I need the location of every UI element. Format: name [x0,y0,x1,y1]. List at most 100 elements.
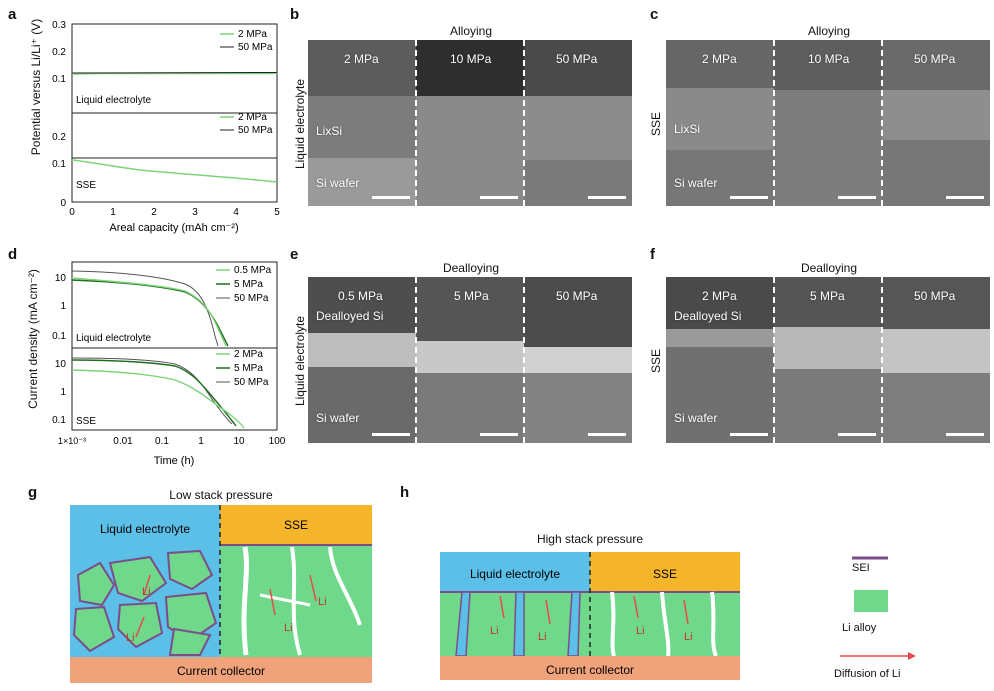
g-arrow-4 [309,574,317,602]
h-crack-1 [610,591,616,657]
d-xtick-2: 0.1 [155,436,169,447]
g-particle-2 [108,555,168,603]
c-seg-3 [882,40,990,206]
panel-f-side-label: SSE [649,349,663,374]
f-divider-2 [881,277,883,443]
a-xtick-0: 0 [69,207,75,218]
h-li-4: Li [684,631,693,643]
panel-h-title: High stack pressure [536,532,644,546]
e-layer-2: Si wafer [316,411,360,425]
f-col-3: 50 MPa [914,289,956,303]
a-xtick-2: 2 [151,207,157,218]
h-li-3: Li [636,625,645,637]
g-crack-1 [241,546,249,656]
a-ytick-top-0: 0.3 [52,20,66,31]
legend-alloy-label: Li alloy [842,622,877,634]
f-layer-2: Si wafer [674,411,718,425]
d-xtick-1: 0.01 [113,436,133,447]
a-ytick-bot-1: 0.1 [52,159,66,170]
d-xtick-0: 1×10⁻³ [58,436,86,446]
panel-c-title: Alloying [807,24,851,38]
c-divider-1 [773,40,775,206]
g-particle-1 [76,561,116,607]
b-layer-1: LixSi [316,124,343,138]
d-curve-bot-2mpa [71,369,245,429]
h-crack-3 [710,591,718,657]
d-ytick-top-1: 1 [60,301,66,312]
d-legend-top-2: 50 MPa [234,293,269,304]
b-col-1: 2 MPa [344,52,379,66]
f-col-1: 2 MPa [702,289,737,303]
d-ytick-top-2: 0.1 [52,331,66,342]
d-ytick-bot-2: 0.1 [52,415,66,426]
c-col-2: 10 MPa [808,52,850,66]
c-col-1: 2 MPa [702,52,737,66]
a-ytick-bot-2: 0 [60,198,66,209]
panel-b-image: 2 MPa 10 MPa 50 MPa LixSi Si wafer [308,40,632,206]
d-top-label: Liquid electrolyte [76,333,151,344]
b-scalebar-2 [480,196,518,199]
b-layer-2: Si wafer [316,176,360,190]
b-col-2: 10 MPa [450,52,492,66]
d-ytick-bot-0: 10 [55,359,67,370]
panel-e-image: 0.5 MPa 5 MPa 50 MPa Dealloyed Si Si waf… [308,277,632,443]
g-arrow-3 [269,588,276,616]
a-xtick-3: 3 [192,207,198,218]
a-legend-top-1: 50 MPa [238,42,273,53]
g-particle-7 [168,627,212,656]
f-seg-1 [666,277,774,443]
h-crack-2 [660,591,671,657]
g-crack-4 [259,593,311,607]
c-divider-2 [881,40,883,206]
h-arrow-3 [633,595,639,619]
h-li-2: Li [538,631,547,643]
d-curve-bot-50mpa [71,357,233,425]
panel-g-diagram: Liquid electrolyte SSE Current collector… [70,505,372,683]
panel-label-g: g [28,484,38,501]
e-scalebar-1 [372,433,410,436]
panel-label-e: e [290,246,299,263]
g-collector [70,657,372,683]
panel-label-f: f [650,246,655,263]
a-curve-top-2mpa [71,72,277,75]
h-sse-region [590,552,740,592]
b-scalebar-3 [588,196,626,199]
a-ytick-top-2: 0.1 [52,74,66,85]
h-collector [440,656,740,680]
d-legend-bot-1: 5 MPa [234,363,263,374]
f-col-2: 5 MPa [810,289,845,303]
g-li-2: Li [126,632,135,644]
b-scalebar-1 [372,196,410,199]
d-curve-top-05mpa [71,277,227,347]
h-li-1: Li [490,625,499,637]
panel-label-c: c [650,6,659,23]
h-right-label: SSE [653,567,677,581]
legend-graphics [840,556,916,660]
d-xlabel: Time (h) [154,455,195,467]
panel-d-chart: 10 1 0.1 10 1 0.1 1×10⁻³ 0.01 0.1 1 10 1… [52,261,286,467]
f-scalebar-2 [838,433,876,436]
b-col-3: 50 MPa [556,52,598,66]
d-xtick-4: 10 [233,436,245,447]
panel-label-b: b [290,6,300,23]
c-layer-1: LixSi [674,122,701,136]
c-scalebar-3 [946,196,984,199]
d-ytick-bot-1: 1 [60,387,66,398]
d-curve-top-50mpa [71,270,219,347]
d-legend-bot-0: 2 MPa [234,349,263,360]
g-right-label: SSE [284,518,308,532]
g-particle-3 [166,549,214,591]
panel-b-title: Alloying [449,24,493,38]
d-legend-top-0: 0.5 MPa [234,265,272,276]
a-legend-bot-1: 50 MPa [238,125,273,136]
e-seg-1 [308,277,416,443]
e-divider-1 [415,277,417,443]
e-col-2: 5 MPa [454,289,489,303]
g-arrow-2 [135,616,145,638]
legend-alloy-swatch [854,590,888,612]
a-xlabel: Areal capacity (mAh cm⁻²) [109,222,238,234]
g-particle-4 [72,605,116,653]
h-left-label: Liquid electrolyte [470,567,560,581]
g-li-4: Li [318,596,327,608]
b-seg-3 [524,40,632,206]
